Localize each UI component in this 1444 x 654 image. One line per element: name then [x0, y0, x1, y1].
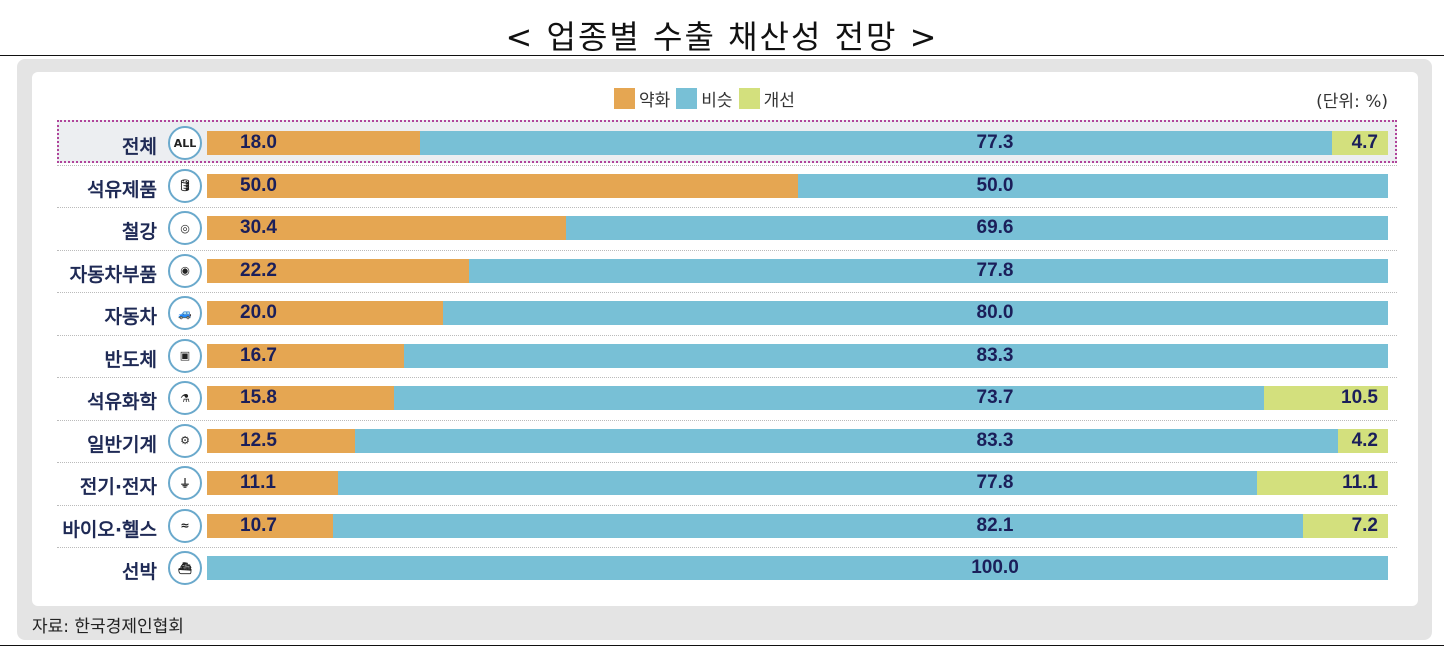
car-icon: 🚙: [168, 296, 202, 330]
data-label: 80.0: [976, 302, 1014, 323]
legend-swatch: [676, 88, 698, 109]
oil-can-icon: 🛢: [168, 168, 202, 203]
all-icon: ALL: [168, 126, 202, 160]
bar-segment-비슷: [207, 556, 1388, 580]
bar-segment-비슷: [404, 343, 1388, 368]
bar-segment-약화: [207, 513, 334, 538]
plug-icon: ⏚: [168, 466, 202, 500]
legend-swatch: [614, 88, 635, 109]
source-note: 자료: 한국경제인협회: [32, 617, 184, 637]
row-separator: [57, 249, 1397, 251]
unit-label: (단위: %): [1316, 92, 1388, 112]
row-separator: [57, 419, 1397, 421]
legend: 약화 비슷 개선: [614, 86, 801, 111]
data-label: 50.0: [976, 174, 1014, 196]
row-separator: [57, 164, 1397, 166]
data-label: 30.4: [240, 217, 277, 238]
category-label: 전기·전자: [79, 476, 157, 498]
bar-segment-약화: [207, 301, 444, 325]
row-separator: [57, 462, 1397, 463]
row-separator: [57, 377, 1397, 378]
row-separator: [57, 292, 1397, 293]
bar-segment-약화: [207, 216, 567, 240]
data-label: 73.7: [976, 387, 1014, 408]
bar-segment-비슷: [354, 428, 1339, 453]
data-label: 10.7: [240, 514, 277, 536]
data-label: 15.8: [240, 387, 277, 408]
data-label: 83.3: [976, 344, 1014, 366]
bar-segment-비슷: [333, 513, 1303, 538]
legend-item: 약화: [614, 86, 670, 111]
row-separator: [57, 334, 1397, 336]
bar-segment-비슷: [797, 173, 1388, 198]
category-label: 자동차부품: [69, 263, 157, 286]
legend-label: 개선: [763, 91, 795, 111]
page-title: < 업종별 수출 채산성 전망 >: [505, 18, 939, 56]
bar-segment-약화: [207, 131, 420, 155]
data-label: 7.2: [1351, 514, 1378, 536]
data-label: 83.3: [976, 429, 1014, 451]
bar-segment-비슷: [338, 471, 1257, 495]
data-label: 16.7: [240, 344, 277, 366]
data-label: 11.1: [240, 472, 276, 493]
data-label: 22.2: [240, 259, 277, 281]
bar-segment-약화: [207, 471, 339, 495]
legend-swatch: [738, 88, 760, 109]
category-label: 철강: [122, 221, 157, 243]
bar-segment-약화: [207, 258, 470, 283]
legend-item: 비슷: [676, 86, 733, 111]
bar-segment-약화: [207, 343, 405, 368]
row-separator: [57, 207, 1397, 208]
data-label: 100.0: [971, 557, 1019, 578]
chemical-plant-icon: ⚗: [168, 381, 202, 415]
category-label: 자동차: [104, 306, 157, 328]
data-label: 50.0: [240, 174, 277, 196]
dna-icon: ≈: [168, 508, 202, 543]
data-label: 77.8: [976, 259, 1014, 281]
data-label: 11.1: [1342, 472, 1378, 493]
category-label: 전체: [122, 136, 157, 158]
bar-segment-약화: [207, 173, 798, 198]
bar-segment-약화: [207, 428, 355, 453]
category-label: 바이오·헬스: [62, 518, 157, 541]
data-label: 4.2: [1351, 429, 1378, 451]
data-label: 10.5: [1341, 387, 1378, 408]
category-label: 일반기계: [87, 433, 157, 456]
row-separator: [57, 547, 1397, 548]
bottom-divider: [0, 645, 1444, 646]
bar-segment-비슷: [393, 386, 1264, 410]
steel-coils-icon: ◎: [168, 211, 202, 245]
data-label: 77.8: [976, 472, 1014, 493]
data-label: 77.3: [976, 132, 1014, 153]
bar-segment-개선: [1256, 471, 1388, 495]
bar-segment-약화: [207, 386, 394, 410]
bar-segment-개선: [1302, 513, 1388, 538]
category-label: 선박: [122, 561, 157, 583]
data-label: 12.5: [240, 429, 277, 451]
bar-segment-개선: [1263, 386, 1388, 410]
legend-label: 비슷: [701, 91, 733, 111]
bar-segment-개선: [1332, 131, 1388, 155]
category-label: 반도체: [104, 348, 157, 371]
data-label: 82.1: [976, 514, 1014, 536]
chip-icon: ▣: [168, 338, 202, 373]
title-divider: [0, 55, 1444, 56]
ship-icon: ⛴: [168, 551, 202, 585]
tire-icon: ◉: [168, 253, 202, 288]
data-label: 18.0: [240, 132, 277, 153]
gears-icon: ⚙: [168, 423, 202, 458]
data-label: 69.6: [976, 217, 1014, 238]
legend-label: 약화: [639, 91, 671, 111]
bar-segment-비슷: [443, 301, 1388, 325]
data-label: 20.0: [240, 302, 277, 323]
legend-item: 개선: [738, 86, 795, 111]
category-label: 석유화학: [87, 391, 157, 413]
bar-segment-비슷: [469, 258, 1388, 283]
bar-segment-비슷: [419, 131, 1333, 155]
bar-segment-비슷: [566, 216, 1388, 240]
category-label: 석유제품: [87, 178, 157, 201]
data-label: 4.7: [1351, 132, 1378, 153]
bar-segment-개선: [1338, 428, 1388, 453]
row-separator: [57, 504, 1397, 506]
